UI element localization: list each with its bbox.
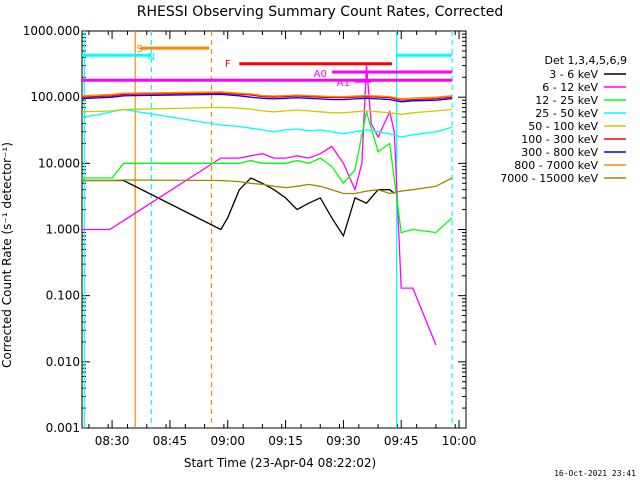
series-line [82, 177, 453, 195]
series-line [82, 111, 453, 234]
timestamp: 16-Oct-2021 23:41 [554, 469, 636, 478]
legend-entry: 50 - 100 keV [528, 120, 598, 133]
series-line [81, 93, 453, 103]
legend-entry: 300 - 800 keV [521, 146, 598, 159]
x-tick-label: 09:15 [268, 434, 303, 448]
legend-entry: 100 - 300 keV [521, 133, 598, 146]
series-line [82, 65, 437, 346]
flag-label: A0 [314, 69, 327, 80]
y-tick-label: 0.001 [46, 421, 80, 435]
series-line [81, 92, 453, 101]
y-tick-label: 0.100 [46, 289, 80, 303]
flag-label: S [137, 44, 143, 55]
y-tick-label: 1000.000 [23, 24, 80, 38]
legend-entry: 12 - 25 keV [535, 94, 598, 107]
flag-label: F [225, 59, 231, 70]
legend-title: Det 1,3,4,5,6,9 [544, 54, 627, 67]
legend-entry: 6 - 12 keV [542, 81, 598, 94]
plot-border [81, 30, 467, 429]
legend-entry: 3 - 6 keV [549, 68, 598, 81]
series-line [81, 91, 453, 100]
x-tick-label: 09:30 [326, 434, 361, 448]
y-axis-label: Corrected Count Rate (s⁻¹ detector⁻¹) [0, 142, 14, 368]
legend-entry: 25 - 50 keV [535, 107, 598, 120]
series-line [81, 106, 453, 115]
x-tick-label: 08:30 [95, 434, 130, 448]
y-tick-label: 10.000 [38, 156, 80, 170]
plot-frame [81, 30, 467, 429]
x-tick-label: 10:00 [442, 434, 477, 448]
x-tick-label: 09:00 [210, 434, 245, 448]
y-tick-label: 0.010 [46, 355, 80, 369]
series-line [81, 108, 453, 138]
annotations: SN F A0 A1 [137, 44, 350, 89]
legend-entry: 7000 - 15000 keV [500, 172, 598, 185]
attenuator-lines [83, 31, 453, 428]
y-axis: 0.001 0.010 0.100 1.000 10.000 100.000 1000.00… [23, 24, 466, 435]
series-line [82, 177, 395, 238]
y-tick-label: 100.000 [30, 90, 80, 104]
flag-label: A1 [337, 78, 350, 89]
y-tick-label: 1.000 [46, 223, 80, 237]
x-axis: 08:30 08:45 09:00 09:15 09:30 09:45 10:00 [88, 31, 477, 448]
series-lines [81, 65, 453, 346]
x-axis-label: Start Time (23-Apr-04 08:22:02) [184, 456, 376, 470]
flag-bars [82, 46, 453, 83]
legend-entry: 800 - 7000 keV [514, 159, 598, 172]
chart-title: RHESSI Observing Summary Count Rates, Co… [137, 4, 503, 20]
x-tick-label: 08:45 [153, 434, 188, 448]
x-tick-label: 09:45 [384, 434, 419, 448]
flag-label: N [148, 52, 155, 63]
